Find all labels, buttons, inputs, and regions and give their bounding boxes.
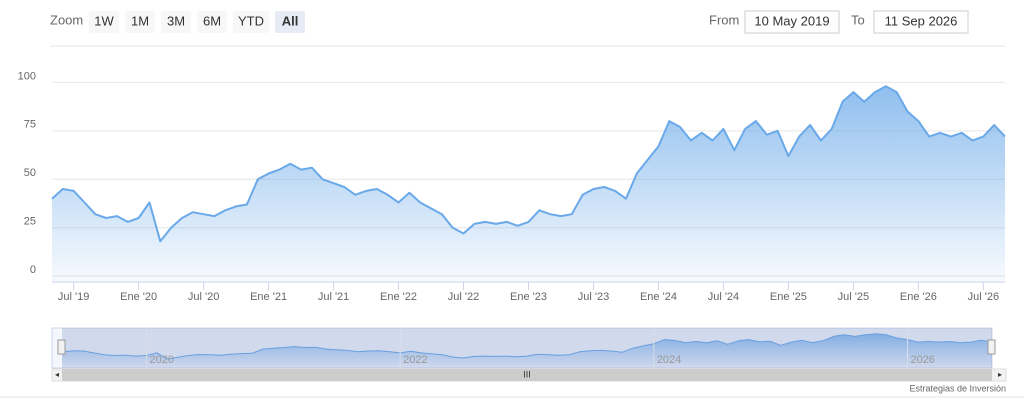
- to-date[interactable]: 11 Sep 2026: [885, 13, 958, 28]
- y-tick-label: 75: [24, 119, 36, 131]
- range-button[interactable]: 1M: [125, 11, 155, 33]
- y-tick-label: 0: [30, 264, 36, 276]
- button-bg[interactable]: [89, 11, 119, 33]
- navigator-tick-label: 2022: [403, 354, 427, 366]
- button-label: YTD: [238, 13, 264, 28]
- button-bg[interactable]: [233, 11, 269, 33]
- scroll-right[interactable]: ▸: [998, 370, 1002, 379]
- from-date[interactable]: 10 May 2019: [754, 13, 829, 28]
- button-bg[interactable]: [161, 11, 191, 33]
- x-tick-label: Ene '22: [380, 291, 417, 303]
- button-label: 3M: [167, 13, 185, 28]
- zoom-label: Zoom: [50, 12, 83, 27]
- y-tick-label: 25: [24, 216, 36, 228]
- x-tick-label: Jul '23: [578, 291, 609, 303]
- navigator-tick-label: 2026: [910, 354, 934, 366]
- scrollbar-thumb[interactable]: [62, 369, 992, 381]
- button-label: 6M: [203, 13, 221, 28]
- range-button[interactable]: 3M: [161, 11, 191, 33]
- x-tick-label: Ene '23: [510, 291, 547, 303]
- button-label: 1W: [94, 13, 114, 28]
- button-label: All: [282, 13, 299, 28]
- x-tick-label: Ene '24: [640, 291, 677, 303]
- credits: Estrategias de Inversión: [909, 383, 1006, 393]
- navigator-handle[interactable]: [987, 339, 996, 355]
- to-label: To: [851, 12, 865, 27]
- button-bg[interactable]: [125, 11, 155, 33]
- navigator-mask: [62, 328, 992, 368]
- from-input[interactable]: [744, 10, 840, 34]
- x-tick-label: Jul '24: [708, 291, 739, 303]
- x-tick-label: Jul '26: [968, 291, 999, 303]
- y-tick-label: 50: [24, 167, 36, 179]
- x-tick-label: Ene '20: [120, 291, 157, 303]
- x-tick-label: Ene '26: [900, 291, 937, 303]
- x-tick-label: Jul '19: [58, 291, 89, 303]
- button-bg[interactable]: [275, 11, 305, 33]
- button-label: 1M: [131, 13, 149, 28]
- range-button[interactable]: 1W: [89, 11, 119, 33]
- navigator-handle[interactable]: [57, 339, 66, 355]
- series-line: [51, 85, 1006, 243]
- from-label: From: [709, 12, 739, 27]
- scroll-left[interactable]: ◂: [55, 370, 59, 379]
- range-button[interactable]: YTD: [233, 11, 269, 33]
- range-button[interactable]: 6M: [197, 11, 227, 33]
- x-tick-label: Jul '25: [838, 291, 869, 303]
- navigator-series-line: [61, 333, 993, 360]
- range-button[interactable]: All: [275, 11, 305, 33]
- x-tick-label: Ene '25: [770, 291, 807, 303]
- y-tick-label: 100: [18, 70, 36, 82]
- x-tick-label: Jul '21: [318, 291, 349, 303]
- x-tick-label: Jul '20: [188, 291, 219, 303]
- series-area: [52, 86, 1005, 282]
- x-tick-label: Ene '21: [250, 291, 287, 303]
- navigator-tick-label: 2024: [657, 354, 681, 366]
- range-selector: Zoom From 10 May 2019 To 11 Sep 2026 1W 1…: [50, 10, 969, 34]
- scrollbar-grip: III: [523, 369, 531, 379]
- navigator-tick-label: 2020: [150, 354, 174, 366]
- x-tick-label: Jul '22: [448, 291, 479, 303]
- button-bg[interactable]: [197, 11, 227, 33]
- to-input[interactable]: [873, 10, 969, 34]
